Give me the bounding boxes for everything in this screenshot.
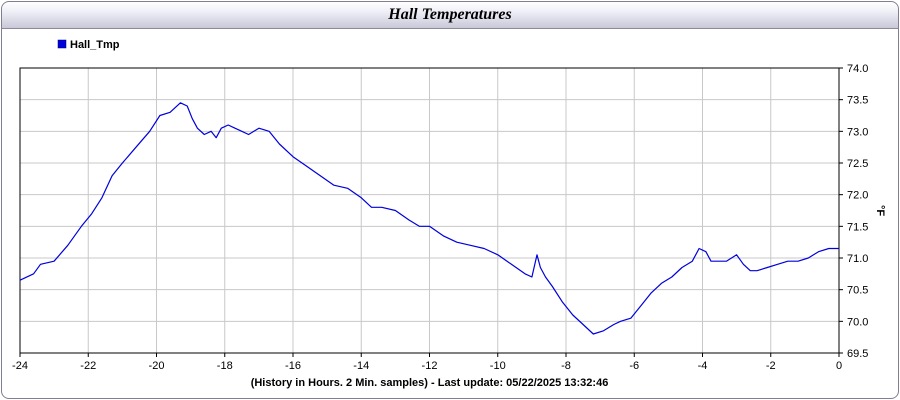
x-tick-label: -8 <box>561 360 571 372</box>
y-tick-label: 70.0 <box>847 316 868 328</box>
x-tick-label: -24 <box>12 360 28 372</box>
chart-title: Hall Temperatures <box>388 6 512 23</box>
x-tick-label: -14 <box>353 360 369 372</box>
legend-swatch-hall-tmp <box>57 39 67 49</box>
y-tick-label: 73.5 <box>847 95 868 107</box>
y-tick-label: 69.5 <box>847 348 868 360</box>
y-axis-unit-label: °F <box>874 205 886 216</box>
x-tick-label: -6 <box>629 360 639 372</box>
legend-label-hall-tmp: Hall_Tmp <box>70 39 120 51</box>
x-tick-label: -18 <box>217 360 233 372</box>
x-tick-label: -10 <box>490 360 506 372</box>
x-axis-label: (History in Hours. 2 Min. samples) - Las… <box>251 377 609 389</box>
y-tick-label: 71.5 <box>847 221 868 233</box>
y-tick-label: 73.0 <box>847 126 868 138</box>
x-tick-label: -2 <box>766 360 776 372</box>
series-line-hall-tmp <box>19 102 839 335</box>
x-tick-label: -22 <box>80 360 96 372</box>
legend: Hall_Tmp <box>57 39 120 51</box>
y-tick-label: 71.0 <box>847 253 868 265</box>
x-tick-label: -12 <box>422 360 438 372</box>
y-axis-ticks: 69.5 70.0 70.5 71.0 71.5 72.0 72.5 73.0 73.5 74.0 <box>839 63 868 360</box>
title-bar: Hall Temperatures <box>2 2 898 29</box>
y-tick-label: 72.0 <box>847 190 868 202</box>
x-tick-label: -20 <box>149 360 165 372</box>
grid-lines <box>20 68 839 353</box>
y-tick-label: 74.0 <box>847 63 868 75</box>
x-axis-ticks: -24 -22 -20 -18 -16 -14 -12 -10 -8 -6 -4 -2 0 <box>12 353 842 372</box>
x-tick-label: 0 <box>836 360 842 372</box>
y-tick-label: 72.5 <box>847 158 868 170</box>
x-tick-label: -4 <box>698 360 708 372</box>
series-layer <box>19 102 839 335</box>
y-tick-label: 70.5 <box>847 285 868 297</box>
x-tick-label: -16 <box>285 360 301 372</box>
